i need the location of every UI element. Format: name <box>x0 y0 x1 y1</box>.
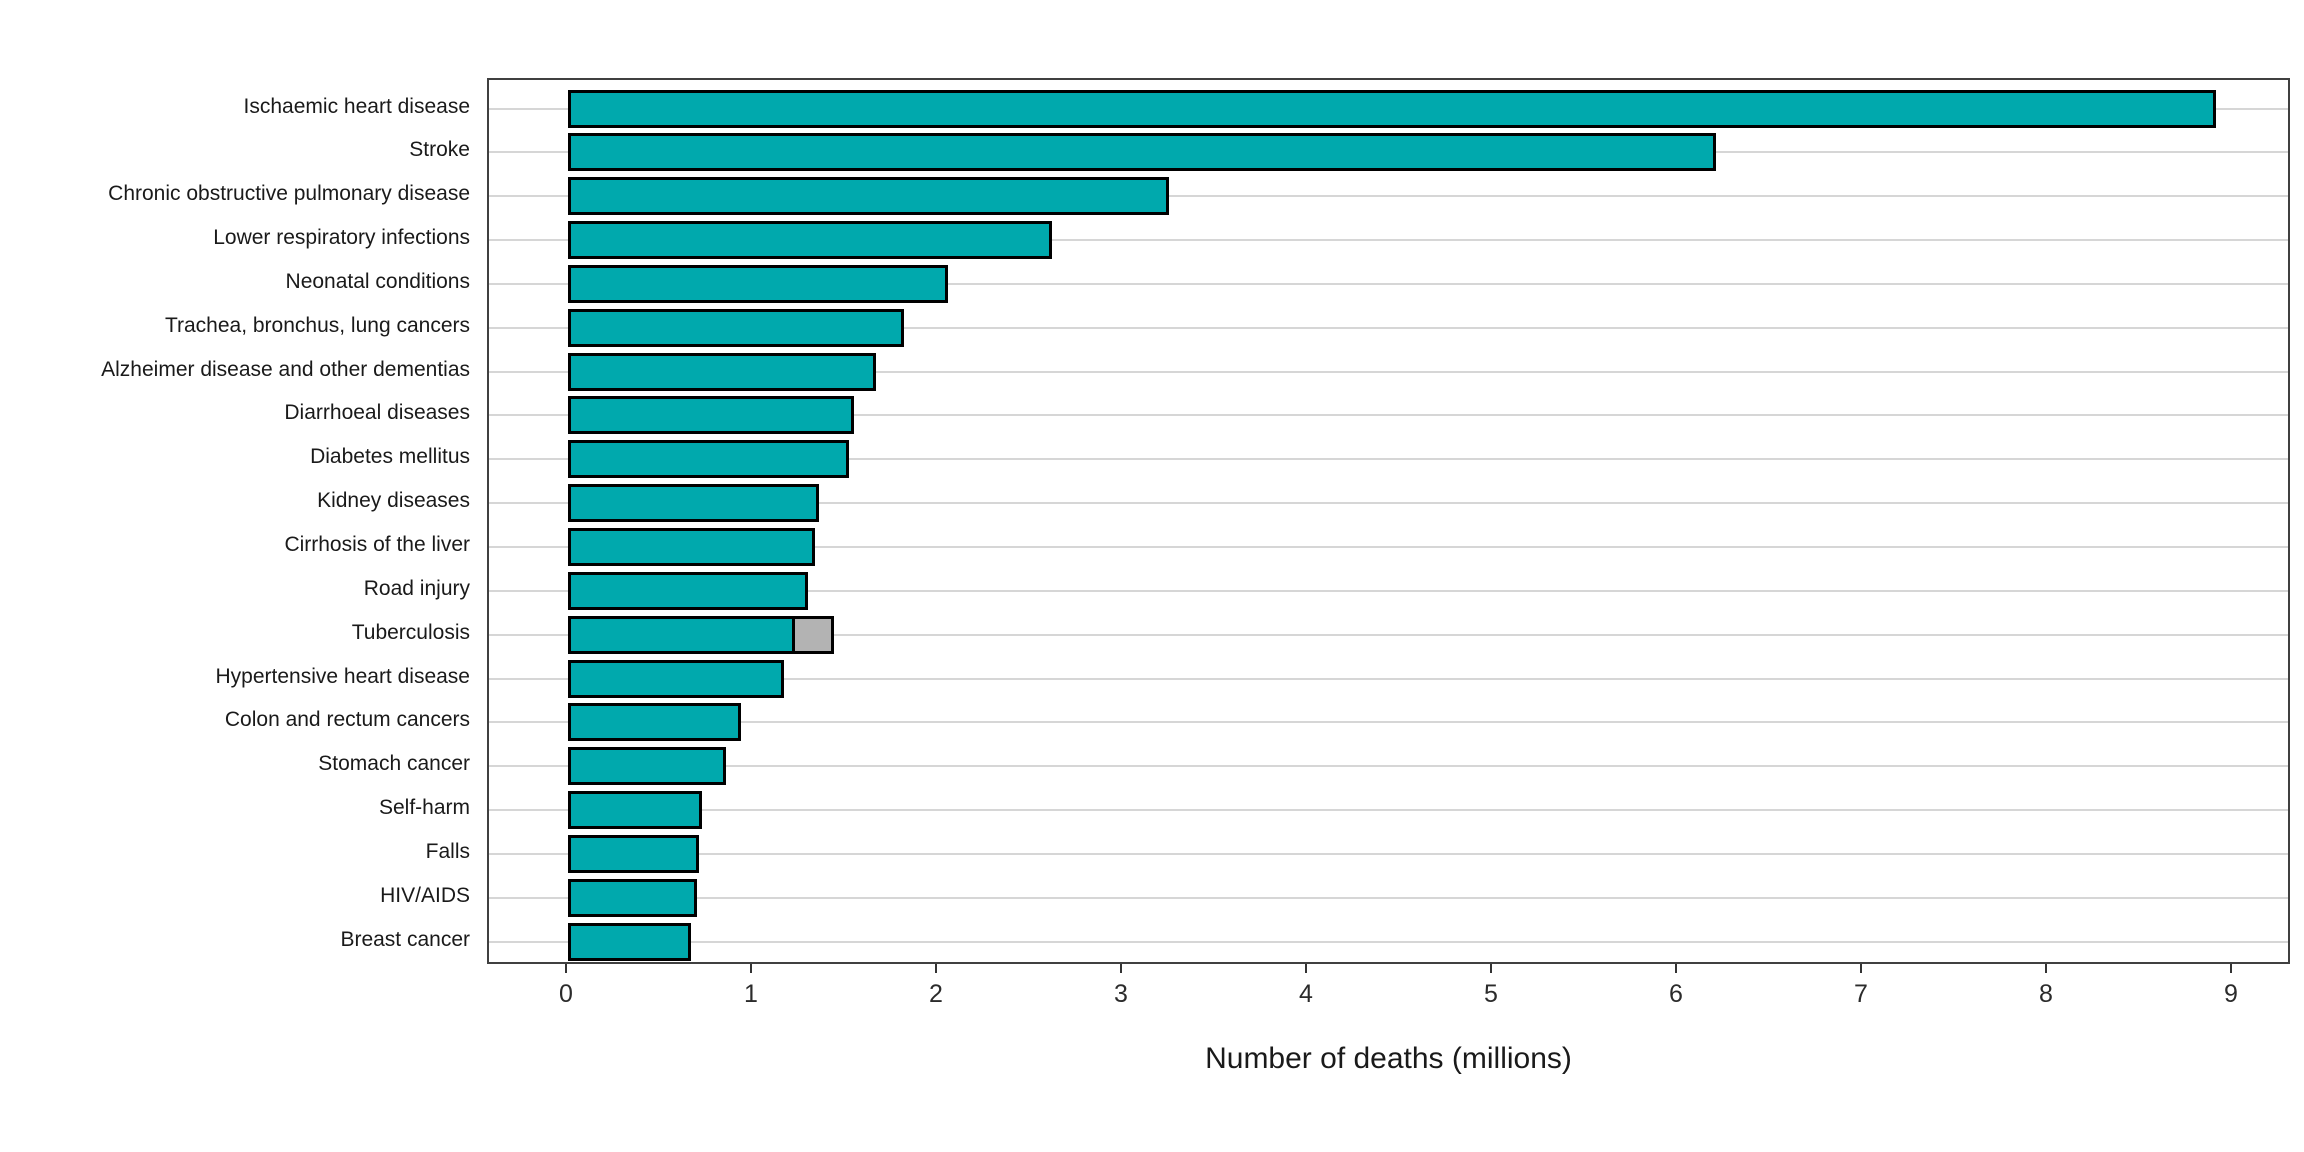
bar-stroke <box>568 133 1716 172</box>
bar-tuberculosis <box>568 615 795 654</box>
bar-diarrhoeal-diseases <box>568 396 854 435</box>
category-label-alzheimer-disease-and-other-dementias: Alzheimer disease and other dementias <box>101 357 470 381</box>
gridline <box>489 940 2288 943</box>
category-label-chronic-obstructive-pulmonary-disease: Chronic obstructive pulmonary disease <box>108 182 470 206</box>
x-tick-label: 9 <box>2224 980 2238 1008</box>
category-label-kidney-diseases: Kidney diseases <box>317 489 470 513</box>
bar-stomach-cancer <box>568 747 726 786</box>
x-tick <box>2230 964 2232 973</box>
bar-falls <box>568 834 699 873</box>
x-tick-label: 6 <box>1669 980 1683 1008</box>
gridline <box>489 458 2288 461</box>
category-label-self-harm: Self-harm <box>378 796 470 820</box>
gridline <box>489 239 2288 242</box>
x-tick <box>1120 964 1122 973</box>
bar-hypertensive-heart-disease <box>568 659 784 698</box>
x-tick <box>1860 964 1862 973</box>
category-label-colon-and-rectum-cancers: Colon and rectum cancers <box>224 708 470 732</box>
gridline <box>489 589 2288 592</box>
category-label-diabetes-mellitus: Diabetes mellitus <box>310 445 470 469</box>
category-label-tuberculosis: Tuberculosis <box>351 620 470 644</box>
bar-neonatal-conditions <box>568 264 948 303</box>
gridline <box>489 282 2288 285</box>
x-tick <box>1490 964 1492 973</box>
gridline <box>489 370 2288 373</box>
gridline <box>489 721 2288 724</box>
category-label-falls: Falls <box>425 839 470 863</box>
category-label-cirrhosis-of-the-liver: Cirrhosis of the liver <box>284 533 470 556</box>
gridline <box>489 677 2288 680</box>
category-label-diarrhoeal-diseases: Diarrhoeal diseases <box>284 401 470 425</box>
bar-cirrhosis-of-the-liver <box>568 528 815 566</box>
plot-panel <box>487 78 2290 964</box>
x-tick <box>2045 964 2047 973</box>
bar-breast-cancer <box>568 922 691 961</box>
gridline <box>489 546 2288 548</box>
x-tick-label: 4 <box>1299 980 1313 1008</box>
bar-alzheimer-disease-and-other-dementias <box>568 352 876 391</box>
category-label-neonatal-conditions: Neonatal conditions <box>285 269 470 293</box>
x-tick-label: 8 <box>2039 980 2053 1008</box>
category-label-ischaemic-heart-disease: Ischaemic heart disease <box>243 94 470 118</box>
gridline <box>489 809 2288 812</box>
category-label-stroke: Stroke <box>409 138 470 162</box>
bar-chronic-obstructive-pulmonary-disease <box>568 177 1169 216</box>
bar-segment-secondary-tuberculosis <box>792 615 834 654</box>
gridline <box>489 852 2288 855</box>
gridline <box>489 326 2288 329</box>
bar-self-harm <box>568 791 702 830</box>
x-tick-label: 0 <box>559 980 573 1008</box>
bar-road-injury <box>568 571 808 610</box>
x-tick-label: 7 <box>1854 980 1868 1008</box>
bar-lower-respiratory-infections <box>568 221 1052 260</box>
bar-colon-and-rectum-cancers <box>568 703 741 742</box>
gridline <box>489 765 2288 768</box>
x-axis-title: Number of deaths (millions) <box>1205 1042 1572 1075</box>
category-label-lower-respiratory-infections: Lower respiratory infections <box>213 226 470 250</box>
x-tick <box>935 964 937 973</box>
bar-hiv-aids <box>568 878 697 917</box>
category-label-breast-cancer: Breast cancer <box>340 927 470 951</box>
x-tick-label: 5 <box>1484 980 1498 1008</box>
bar-diabetes-mellitus <box>568 440 849 479</box>
x-tick-label: 2 <box>929 980 943 1008</box>
x-tick-label: 1 <box>744 980 758 1008</box>
category-label-hiv-aids: HIV/AIDS <box>380 883 470 907</box>
bar-kidney-diseases <box>568 484 819 523</box>
category-label-trachea-bronchus-lung-cancers: Trachea, bronchus, lung cancers <box>164 313 470 337</box>
category-label-stomach-cancer: Stomach cancer <box>318 752 470 776</box>
category-label-hypertensive-heart-disease: Hypertensive heart disease <box>215 664 470 688</box>
x-tick-label: 3 <box>1114 980 1128 1008</box>
gridline <box>489 195 2288 198</box>
gridline <box>489 896 2288 899</box>
bar-trachea-bronchus-lung-cancers <box>568 308 904 347</box>
gridline <box>489 502 2288 505</box>
category-label-road-injury: Road injury <box>363 576 470 600</box>
x-tick <box>1675 964 1677 973</box>
x-tick <box>1305 964 1307 973</box>
bar-ischaemic-heart-disease <box>568 89 2216 128</box>
x-tick <box>565 964 567 973</box>
gridline <box>489 633 2288 636</box>
gridline <box>489 414 2288 417</box>
x-tick <box>750 964 752 973</box>
